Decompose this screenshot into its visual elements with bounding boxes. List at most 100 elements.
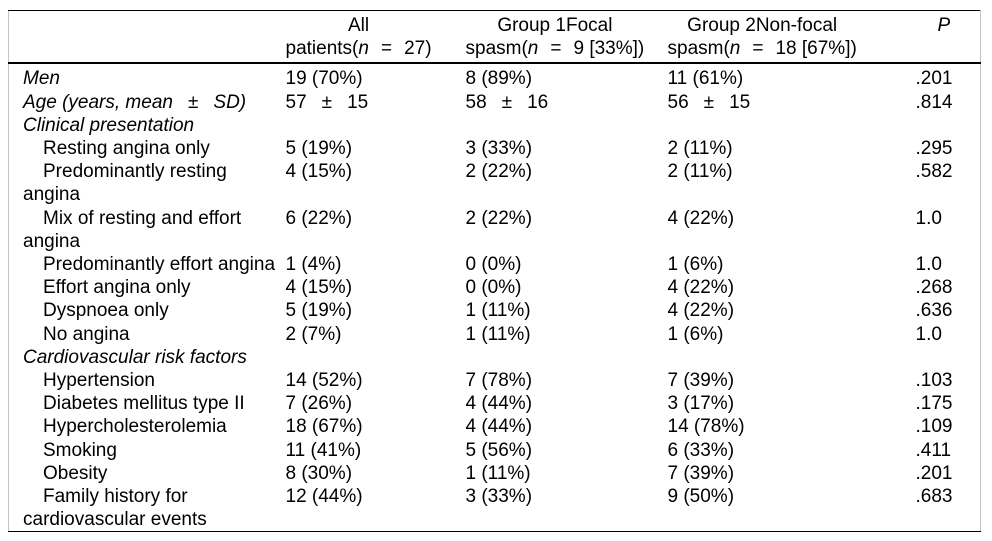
data-cell: 1 (11%) bbox=[465, 462, 531, 484]
n-symbol: n bbox=[358, 38, 369, 60]
row-label-line: Diabetes mellitus type II bbox=[43, 393, 245, 415]
p-value-cell: 1.0 bbox=[915, 323, 942, 345]
row-label: Hypercholesterolemia bbox=[9, 415, 286, 438]
header-text: 27) bbox=[404, 38, 432, 60]
header-text: 18 [67%]) bbox=[775, 38, 857, 60]
row-label: Diabetes mellitus type II bbox=[9, 392, 286, 415]
data-cell: 2 (7%) bbox=[285, 323, 342, 345]
data-cell: 0 (0%) bbox=[465, 254, 522, 276]
p-value-cell: .175 bbox=[915, 393, 953, 415]
p-value-cell: .103 bbox=[915, 370, 953, 392]
table-row: Clinical presentation bbox=[9, 114, 981, 137]
data-cell: 7 (39%) bbox=[667, 370, 735, 392]
data-cell bbox=[286, 346, 466, 369]
data-cell: 58 ±16 bbox=[466, 91, 668, 114]
header-text: patients( bbox=[285, 38, 359, 60]
data-cell: 5 (19%) bbox=[285, 300, 353, 322]
data-cell: 1 (4%) bbox=[285, 254, 342, 276]
data-cell: 1 (6%) bbox=[667, 323, 724, 345]
row-label-line: Cardiovascular risk factors bbox=[23, 346, 247, 368]
data-cell: 4 (15%) bbox=[285, 161, 353, 183]
table-row: Dyspnoea only 5 (19%) 1 (11%) 4 (22%) .636 bbox=[9, 299, 981, 322]
row-label: Predominantly resting angina bbox=[9, 160, 286, 206]
row-label-line: Age (years, mean ± SD) bbox=[23, 91, 286, 114]
data-cell: 4 (22%) bbox=[667, 300, 735, 322]
data-cell bbox=[668, 346, 906, 369]
data-cell: 19 (70%) bbox=[285, 68, 363, 90]
header-row: All patients(n = 27) Group 1Focal spasm(n =… bbox=[8, 10, 981, 65]
data-cell: 5 (56%) bbox=[465, 439, 533, 461]
row-label-line: Effort angina only bbox=[43, 277, 191, 299]
p-value-cell: 1.0 bbox=[915, 207, 942, 229]
p-value-cell: .295 bbox=[915, 138, 953, 160]
baseline-characteristics-table: All patients(n = 27) Group 1Focal spasm(n =… bbox=[8, 10, 981, 533]
data-cell: 0 (0%) bbox=[465, 277, 522, 299]
row-label: Mix of resting and effort angina bbox=[9, 207, 286, 253]
data-cell bbox=[668, 114, 906, 137]
data-cell bbox=[466, 346, 668, 369]
row-label-line: Mix of resting and effort bbox=[43, 207, 242, 229]
row-label: Hypertension bbox=[9, 369, 286, 392]
row-label-line: cardiovascular events bbox=[23, 509, 207, 531]
data-cell: 4 (15%) bbox=[285, 277, 353, 299]
data-cell: 12 (44%) bbox=[285, 486, 363, 508]
data-cell bbox=[466, 114, 668, 137]
header-text: spasm( bbox=[465, 38, 528, 60]
header-all-patients-line1: All bbox=[347, 15, 370, 36]
value-text: 15 bbox=[347, 91, 369, 113]
value-text: SD) bbox=[213, 91, 247, 113]
row-label-line: Resting angina only bbox=[43, 138, 210, 160]
header-text: spasm( bbox=[667, 38, 730, 60]
row-label: Cardiovascular risk factors bbox=[9, 346, 286, 369]
data-cell bbox=[286, 114, 466, 137]
plus-minus-symbol: ± bbox=[703, 91, 715, 113]
table-row: Resting angina only 5 (19%) 3 (33%) 2 (11%)… bbox=[9, 137, 981, 160]
p-value-cell bbox=[906, 346, 981, 369]
value-text: 56 bbox=[667, 91, 689, 113]
data-cell: 1 (11%) bbox=[465, 323, 531, 345]
p-value-header-label: P bbox=[937, 15, 951, 36]
row-label-line: Dyspnoea only bbox=[43, 300, 169, 322]
data-cell: 2 (11%) bbox=[667, 161, 733, 183]
data-cell: 2 (22%) bbox=[465, 161, 533, 183]
p-value-cell bbox=[906, 114, 981, 137]
data-cell: 4 (44%) bbox=[465, 416, 533, 438]
data-cell: 6 (33%) bbox=[667, 439, 735, 461]
header-text: 9 [33%]) bbox=[573, 38, 645, 60]
data-cell: 11 (61%) bbox=[667, 68, 744, 90]
data-cell: 8 (89%) bbox=[465, 68, 533, 90]
row-label-line: Family history for bbox=[43, 486, 188, 508]
column-header-p-value: P bbox=[905, 10, 981, 65]
header-group1-block: Group 1Focal spasm(n = 9 [33%]) bbox=[466, 14, 645, 60]
table-row: No angina 2 (7%) 1 (11%) 1 (6%) 1.0 bbox=[9, 323, 981, 346]
data-cell: 7 (26%) bbox=[285, 393, 353, 415]
header-all-patients-block: All patients(n = 27) bbox=[286, 14, 432, 60]
p-value-cell: .201 bbox=[915, 68, 953, 90]
value-text: 58 bbox=[465, 91, 487, 113]
header-group2-block: Group 2Non-focal spasm(n = 18 [67%]) bbox=[668, 14, 857, 60]
column-header-empty bbox=[8, 10, 286, 65]
table-header: All patients(n = 27) Group 1Focal spasm(n =… bbox=[8, 10, 981, 65]
row-label: No angina bbox=[9, 323, 286, 346]
row-label-line: No angina bbox=[43, 323, 130, 345]
p-value-cell: .683 bbox=[915, 486, 953, 508]
table-row: Cardiovascular risk factors bbox=[9, 346, 981, 369]
header-group2-line1: Group 2Non-focal bbox=[687, 15, 838, 36]
row-label: Family history for cardiovascular events bbox=[9, 485, 286, 532]
data-cell: 7 (78%) bbox=[465, 370, 533, 392]
n-symbol: n bbox=[527, 38, 539, 60]
row-label: Men bbox=[9, 63, 286, 90]
data-cell: 3 (33%) bbox=[465, 486, 533, 508]
header-group2-line2: spasm(n = 18 [67%]) bbox=[668, 37, 857, 60]
data-cell: 9 (50%) bbox=[667, 486, 735, 508]
equals-sign: = bbox=[752, 38, 764, 60]
row-label-line: Hypercholesterolemia bbox=[43, 416, 227, 438]
row-label: Predominantly effort angina bbox=[9, 253, 286, 276]
equals-sign: = bbox=[380, 38, 393, 60]
table-row: Men 19 (70%) 8 (89%) 11 (61%) .201 bbox=[9, 63, 981, 90]
data-cell: 2 (11%) bbox=[667, 138, 733, 160]
data-cell: 3 (17%) bbox=[667, 393, 735, 415]
table-body: Men 19 (70%) 8 (89%) 11 (61%) .201 Age (years… bbox=[9, 63, 981, 532]
data-cell: 4 (22%) bbox=[667, 277, 735, 299]
